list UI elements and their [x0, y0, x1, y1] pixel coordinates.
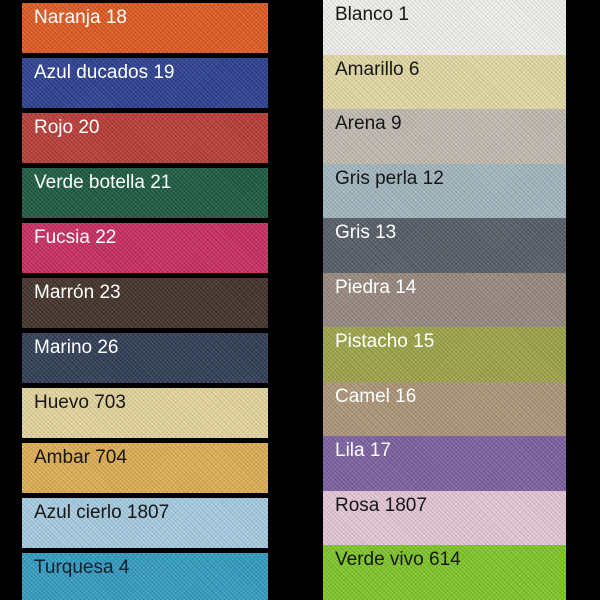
swatch-label: Gris perla 12 — [335, 167, 444, 189]
swatch-rojo-20: Rojo 20 — [22, 113, 268, 163]
swatch-rosa-1807: Rosa 1807 — [323, 490, 566, 545]
swatch-piedra-14: Piedra 14 — [323, 272, 566, 327]
swatch-marrón-23: Marrón 23 — [22, 278, 268, 328]
swatch-label: Arena 9 — [335, 113, 402, 134]
swatch-label: Azul ducados 19 — [34, 62, 175, 83]
swatch-amarillo-6: Amarillo 6 — [323, 54, 566, 109]
swatch-label: Rosa 1807 — [335, 494, 427, 516]
swatch-azul-ducados-19: Azul ducados 19 — [22, 58, 268, 108]
swatch-gris-13: Gris 13 — [323, 218, 566, 273]
swatch-label: Huevo 703 — [34, 392, 126, 413]
swatch-camel-16: Camel 16 — [323, 381, 566, 436]
swatch-gris-perla-12: Gris perla 12 — [323, 163, 566, 218]
swatch-marino-26: Marino 26 — [22, 333, 268, 383]
swatch-label: Camel 16 — [335, 385, 417, 407]
swatch-ambar-704: Ambar 704 — [22, 443, 268, 493]
swatch-label: Verde botella 21 — [34, 172, 172, 193]
swatch-blanco-1: Blanco 1 — [323, 0, 566, 55]
swatch-label: Fucsia 22 — [34, 227, 117, 248]
swatch-label: Gris 13 — [335, 222, 397, 243]
swatch-label: Turquesa 4 — [34, 557, 130, 578]
swatch-huevo-703: Huevo 703 — [22, 388, 268, 438]
swatch-label: Rojo 20 — [34, 117, 100, 138]
swatch-lila-17: Lila 17 — [323, 436, 566, 491]
swatch-verde-vivo-614: Verde vivo 614 — [323, 545, 566, 600]
swatch-label: Piedra 14 — [335, 276, 417, 298]
swatch-azul-cierlo-1807: Azul cierlo 1807 — [22, 498, 268, 548]
swatch-arena-9: Arena 9 — [323, 109, 566, 164]
swatch-label: Amarillo 6 — [335, 58, 420, 80]
swatch-label: Pistacho 15 — [335, 331, 435, 352]
swatch-column-right: Blanco 1 Amarillo 6 Arena 9 Gris perla 1… — [323, 0, 566, 600]
swatch-label: Ambar 704 — [34, 447, 127, 468]
swatch-turquesa-4: Turquesa 4 — [22, 553, 268, 600]
swatch-label: Verde vivo 614 — [335, 549, 461, 570]
swatch-label: Azul cierlo 1807 — [34, 502, 170, 523]
swatch-label: Lila 17 — [335, 440, 391, 461]
swatch-pistacho-15: Pistacho 15 — [323, 327, 566, 382]
swatch-label: Blanco 1 — [335, 4, 409, 25]
swatch-fucsia-22: Fucsia 22 — [22, 223, 268, 273]
swatch-label: Marino 26 — [34, 337, 119, 358]
swatch-label: Marrón 23 — [34, 282, 121, 303]
swatch-verde-botella-21: Verde botella 21 — [22, 168, 268, 218]
swatch-label: Naranja 18 — [34, 7, 127, 28]
swatch-naranja-18: Naranja 18 — [22, 3, 268, 53]
swatch-column-left: Naranja 18 Azul ducados 19 Rojo 20 Verde… — [22, 3, 268, 600]
